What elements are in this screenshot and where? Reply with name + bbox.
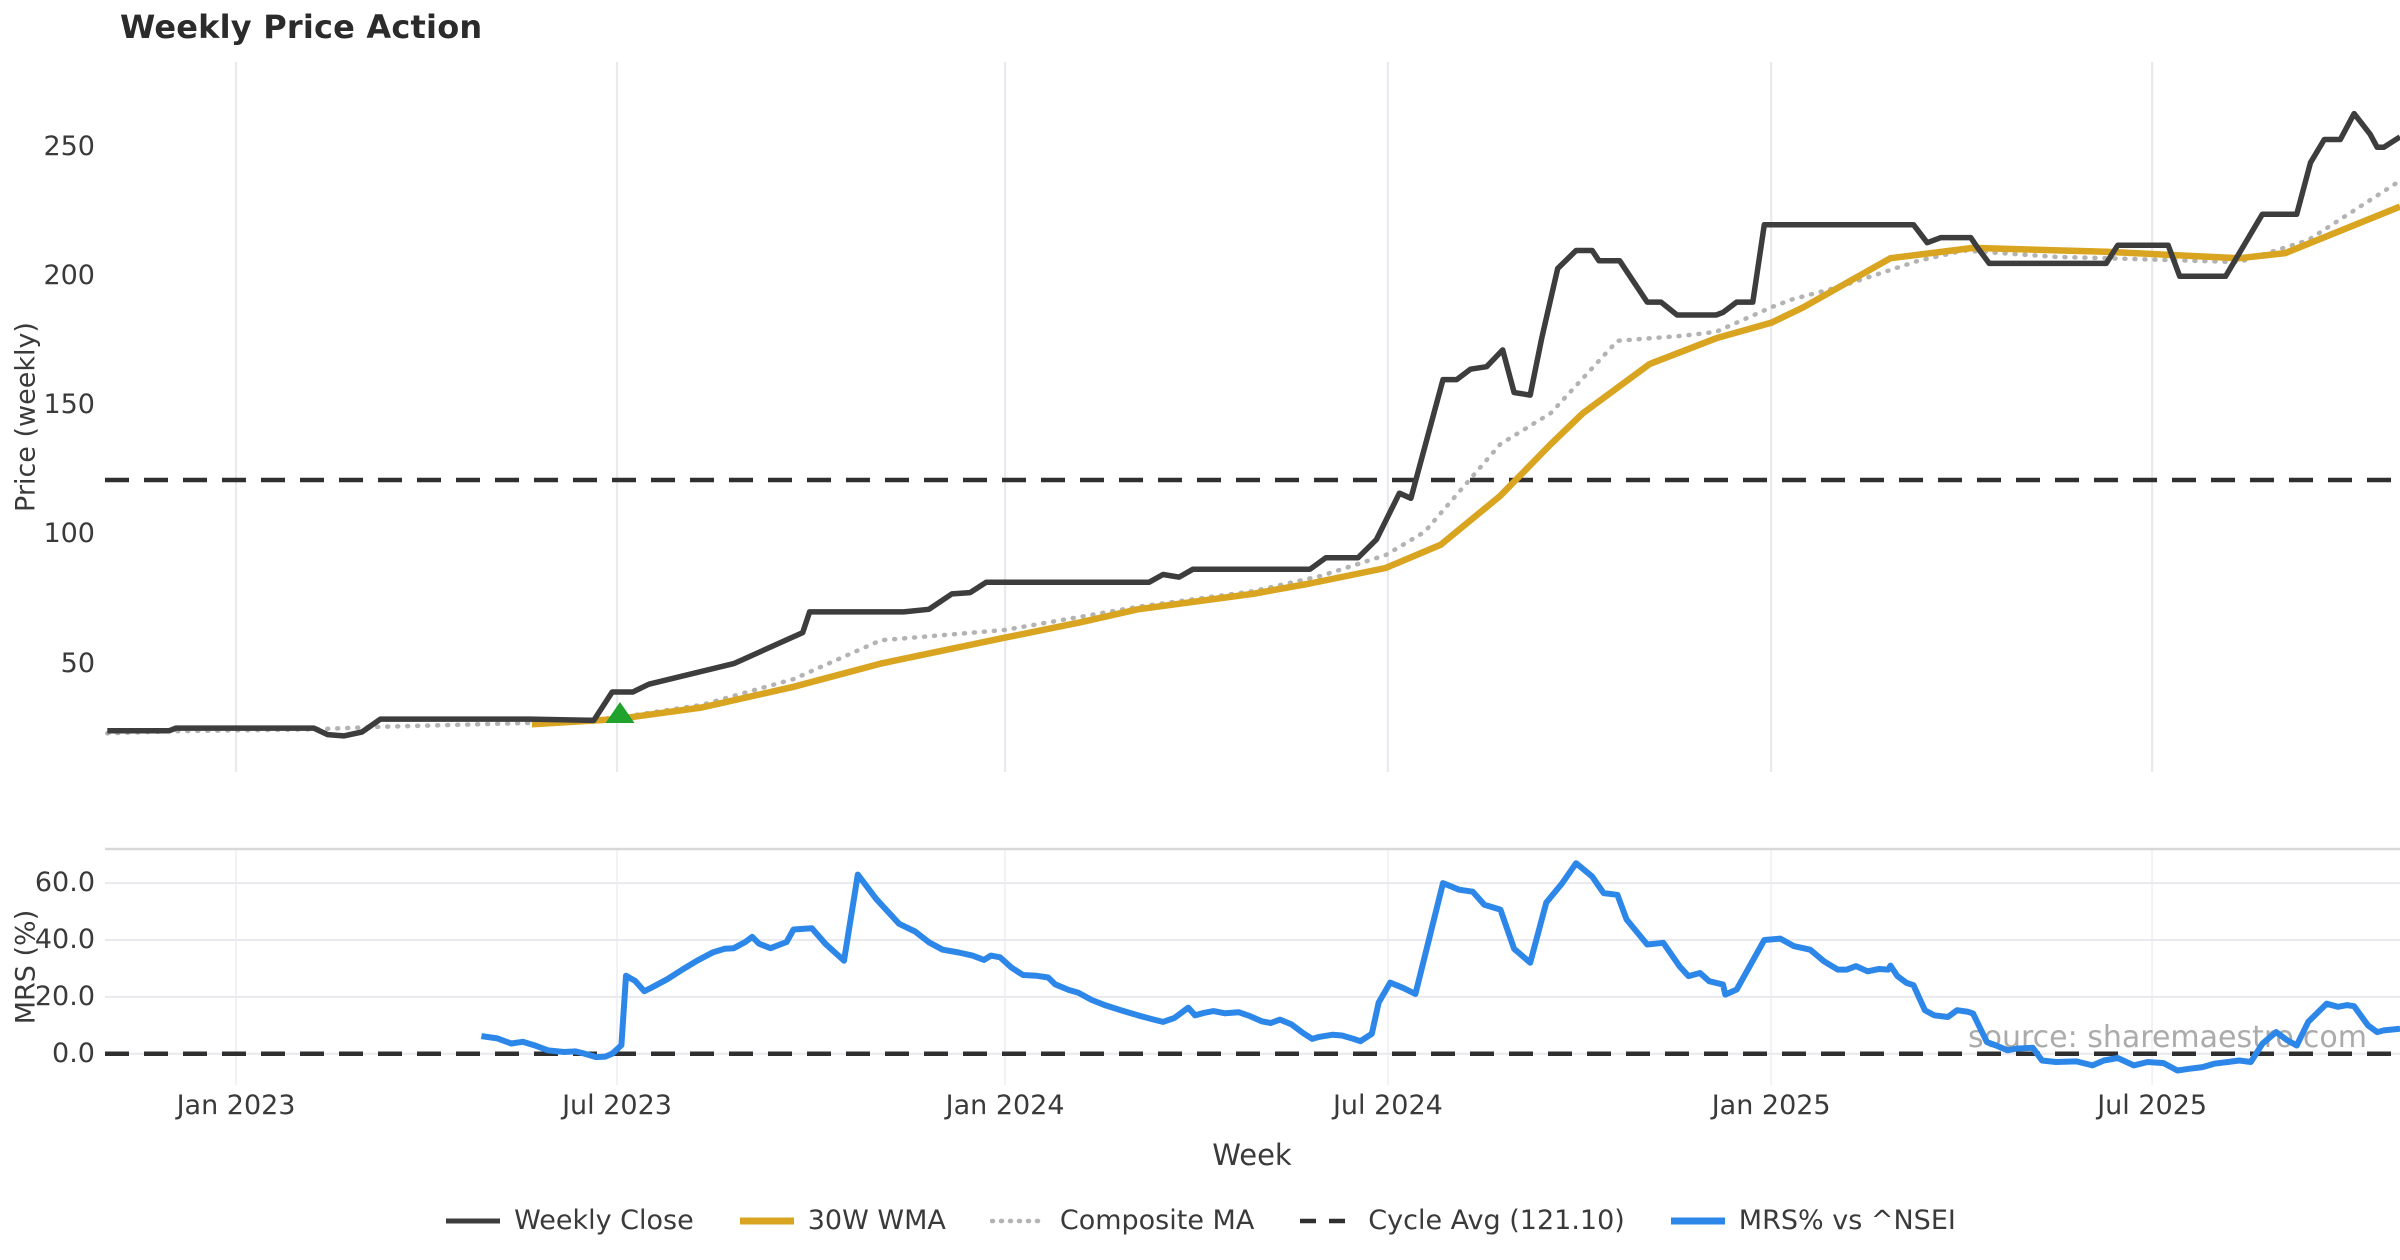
legend-swatch-composite-icon [989, 1218, 1048, 1223]
legend-swatch-wma-icon [739, 1217, 794, 1224]
price-series-composite-line [105, 178, 2400, 736]
mrs-y-tick-label: 40.0 [34, 923, 95, 955]
price-series-close-line [107, 110, 2400, 739]
legend-label: Composite MA [1059, 1205, 1255, 1236]
x-tick-label: Jan 2024 [945, 1090, 1065, 1121]
legend-item-1: 30W WMA [738, 1205, 946, 1236]
chart-legend: Weekly Close 30W WMA Composite MA Cycle Avg… [0, 1205, 2400, 1236]
x-tick-label: Jul 2024 [1332, 1090, 1443, 1121]
price-y-tick-label: 50 [60, 647, 95, 679]
x-tick-label: Jul 2025 [2097, 1090, 2208, 1121]
legend-swatch-cycle-icon [1300, 1218, 1355, 1223]
x-axis-label: Week [1212, 1138, 1292, 1172]
legend-label: Weekly Close [514, 1205, 694, 1236]
legend-swatch-mrs-icon [1670, 1217, 1725, 1224]
buy-signal-marker [605, 701, 635, 723]
legend-item-0: Weekly Close [444, 1205, 694, 1236]
legend-item-2: Composite MA [989, 1205, 1255, 1236]
legend-label: MRS% vs ^NSEI [1738, 1205, 1956, 1236]
legend-swatch-close-icon [446, 1218, 501, 1223]
x-tick-label: Jan 2025 [1711, 1090, 1831, 1121]
mrs-y-tick-label: 60.0 [34, 867, 95, 899]
legend-item-4: MRS% vs ^NSEI [1669, 1205, 1956, 1236]
price-series-wma-line [531, 203, 2400, 728]
x-tick-label: Jul 2023 [562, 1090, 672, 1121]
legend-label: Cycle Avg (121.10) [1368, 1205, 1625, 1236]
mrs-y-tick-label: 20.0 [34, 980, 95, 1012]
legend-label: 30W WMA [807, 1205, 946, 1236]
price-y-tick-label: 250 [43, 131, 95, 163]
mrs-y-tick-label: 0.0 [52, 1037, 95, 1069]
price-y-tick-label: 100 [43, 518, 95, 550]
mrs-series-mrs-line [480, 860, 2400, 1074]
x-tick-label: Jan 2023 [176, 1090, 296, 1121]
price-y-tick-label: 200 [43, 260, 95, 292]
legend-item-3: Cycle Avg (121.10) [1298, 1205, 1625, 1236]
price-y-tick-label: 150 [43, 389, 95, 421]
chart-title: Weekly Price Action [120, 8, 483, 46]
